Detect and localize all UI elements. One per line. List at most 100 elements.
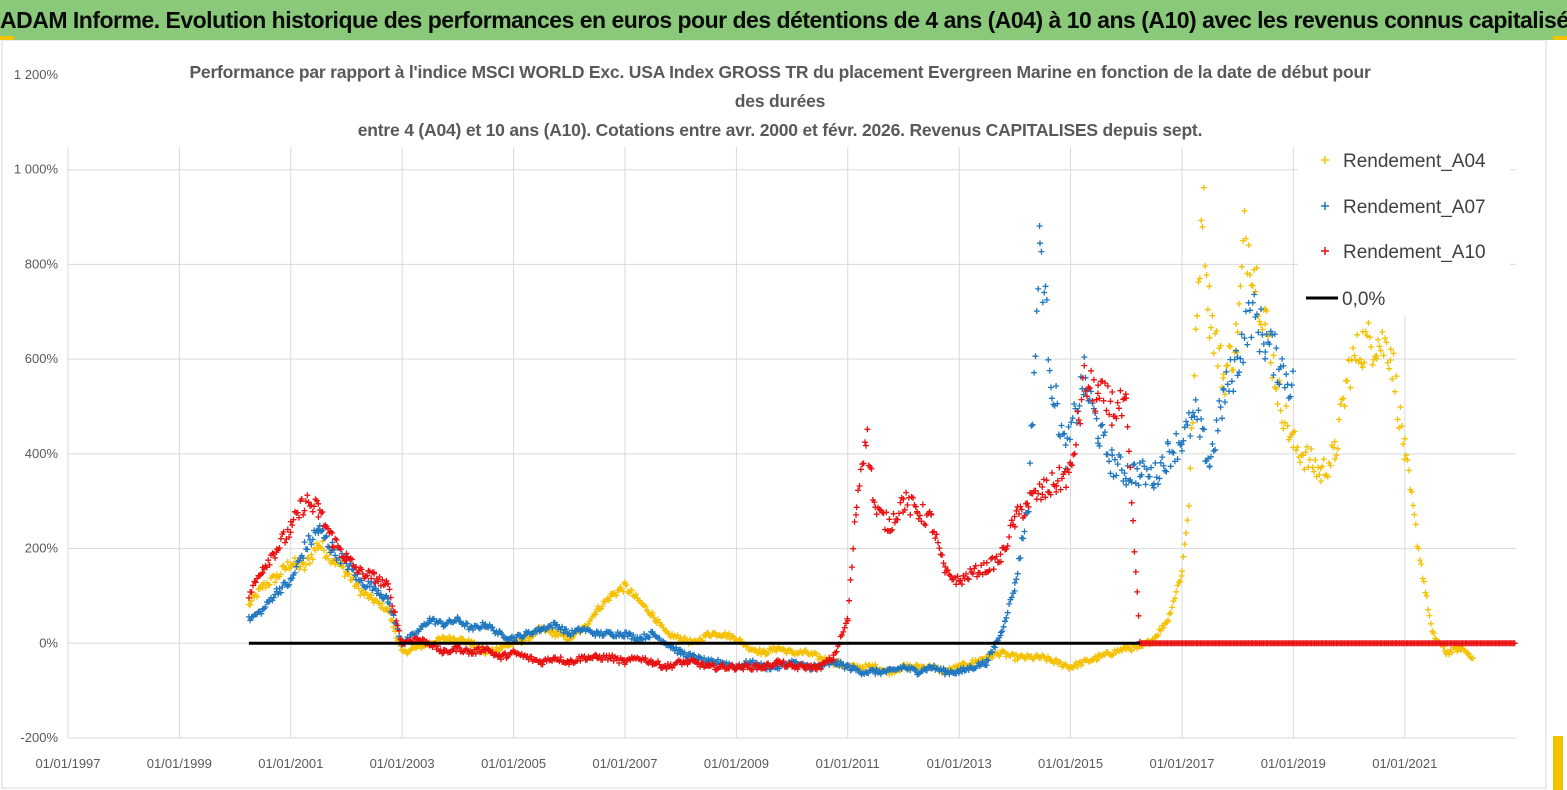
data-marker — [628, 587, 635, 594]
data-marker — [1208, 324, 1214, 331]
data-marker — [1126, 448, 1132, 455]
y-tick-label: 0% — [39, 635, 58, 650]
data-marker — [1084, 393, 1090, 400]
data-marker — [1089, 398, 1096, 404]
data-marker — [1174, 456, 1181, 463]
data-marker — [1095, 390, 1101, 397]
data-marker — [830, 656, 837, 663]
data-marker — [794, 666, 801, 673]
data-marker — [1095, 435, 1102, 442]
data-marker — [1073, 441, 1079, 448]
data-marker — [1400, 441, 1407, 447]
data-marker — [989, 649, 996, 656]
data-marker — [933, 531, 940, 538]
data-marker — [1095, 656, 1102, 662]
data-marker — [928, 511, 935, 518]
data-marker — [1016, 511, 1022, 517]
data-marker — [1262, 321, 1269, 328]
data-marker — [1165, 440, 1171, 447]
data-marker — [848, 564, 855, 571]
data-marker — [1237, 283, 1244, 290]
data-marker — [1128, 479, 1135, 486]
data-marker — [1369, 361, 1376, 368]
data-marker — [623, 582, 630, 589]
data-marker — [1038, 496, 1044, 503]
data-marker — [1316, 471, 1323, 478]
data-marker — [1389, 376, 1396, 383]
data-marker — [880, 510, 887, 516]
data-marker — [474, 645, 481, 652]
data-marker — [259, 569, 266, 576]
data-marker — [284, 526, 291, 533]
data-marker — [1331, 438, 1338, 445]
data-marker — [607, 629, 614, 636]
data-marker — [656, 635, 663, 642]
data-marker — [296, 514, 302, 521]
data-marker — [1095, 382, 1102, 389]
data-marker — [389, 603, 396, 610]
data-marker — [1170, 449, 1177, 456]
data-marker — [947, 573, 954, 579]
data-marker — [1177, 578, 1184, 585]
data-marker — [353, 564, 360, 570]
data-marker — [396, 627, 403, 634]
data-marker — [1185, 502, 1192, 509]
x-tick-label: 01/01/1999 — [147, 756, 212, 771]
data-marker — [304, 546, 311, 553]
data-marker — [592, 632, 599, 639]
data-marker — [776, 665, 783, 672]
data-marker — [1006, 534, 1013, 540]
data-marker — [375, 578, 382, 585]
data-marker — [1271, 331, 1278, 338]
data-marker — [1419, 575, 1426, 582]
data-marker — [1160, 462, 1167, 469]
data-marker — [1194, 312, 1201, 319]
data-marker — [273, 546, 280, 552]
x-tick-label: 01/01/2019 — [1261, 756, 1326, 771]
data-marker — [1037, 240, 1043, 247]
data-marker — [1135, 482, 1142, 489]
data-marker — [969, 570, 976, 577]
data-marker — [723, 659, 730, 666]
data-marker — [917, 512, 923, 519]
x-tick-label: 01/01/2003 — [370, 756, 435, 771]
data-marker — [1146, 473, 1153, 480]
data-marker — [311, 503, 318, 510]
data-marker — [1237, 355, 1244, 362]
data-marker — [318, 528, 325, 535]
data-marker — [679, 648, 685, 655]
data-marker — [376, 574, 383, 580]
data-marker — [1245, 242, 1252, 249]
data-marker — [289, 575, 296, 582]
data-marker — [992, 644, 999, 651]
data-marker — [1258, 306, 1264, 313]
data-marker — [1100, 397, 1107, 404]
data-marker — [1143, 466, 1150, 473]
data-marker — [754, 666, 760, 673]
data-marker — [1058, 422, 1065, 429]
data-marker — [325, 525, 331, 532]
data-marker — [532, 627, 539, 634]
data-marker — [1127, 464, 1134, 471]
data-marker — [1024, 500, 1031, 507]
data-marker — [1256, 348, 1263, 355]
data-marker — [305, 554, 312, 561]
data-marker — [1064, 435, 1071, 442]
data-marker — [1262, 355, 1269, 362]
data-marker — [1274, 400, 1281, 407]
data-marker — [1380, 352, 1387, 359]
data-marker — [252, 579, 259, 586]
data-marker — [1184, 422, 1191, 429]
data-marker — [1238, 263, 1245, 270]
data-marker — [1334, 445, 1341, 452]
data-marker — [1100, 432, 1107, 439]
data-marker — [581, 625, 588, 632]
data-marker — [1135, 612, 1142, 619]
data-marker — [1309, 464, 1316, 471]
data-marker — [1002, 618, 1008, 625]
data-marker — [1269, 374, 1276, 381]
x-tick-label: 01/01/2021 — [1372, 756, 1437, 771]
x-tick-label: 01/01/2005 — [481, 756, 546, 771]
data-marker — [1291, 428, 1298, 435]
data-marker — [972, 562, 979, 569]
